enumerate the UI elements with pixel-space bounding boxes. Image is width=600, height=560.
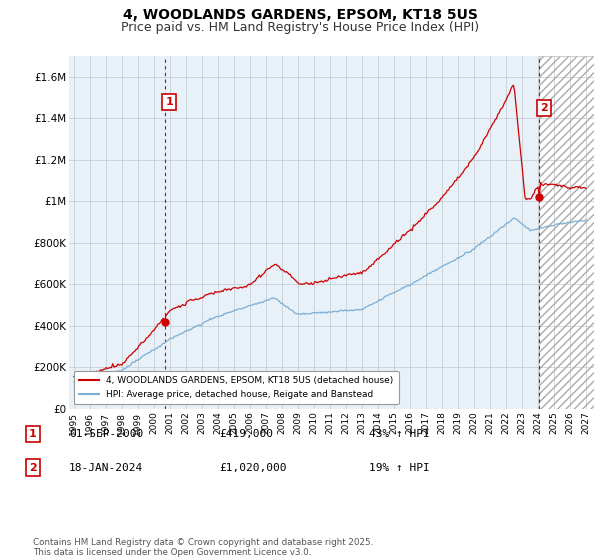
Text: 01-SEP-2000: 01-SEP-2000: [69, 429, 143, 439]
Text: 43% ↑ HPI: 43% ↑ HPI: [369, 429, 430, 439]
Text: Price paid vs. HM Land Registry's House Price Index (HPI): Price paid vs. HM Land Registry's House …: [121, 21, 479, 34]
Text: 2: 2: [540, 103, 547, 113]
Text: 19% ↑ HPI: 19% ↑ HPI: [369, 463, 430, 473]
Text: 4, WOODLANDS GARDENS, EPSOM, KT18 5US: 4, WOODLANDS GARDENS, EPSOM, KT18 5US: [122, 8, 478, 22]
Text: 1: 1: [166, 97, 173, 106]
Text: 18-JAN-2024: 18-JAN-2024: [69, 463, 143, 473]
Text: Contains HM Land Registry data © Crown copyright and database right 2025.
This d: Contains HM Land Registry data © Crown c…: [33, 538, 373, 557]
Text: £1,020,000: £1,020,000: [219, 463, 287, 473]
Text: 2: 2: [29, 463, 37, 473]
Text: £419,000: £419,000: [219, 429, 273, 439]
Text: 1: 1: [29, 429, 37, 439]
Legend: 4, WOODLANDS GARDENS, EPSOM, KT18 5US (detached house), HPI: Average price, deta: 4, WOODLANDS GARDENS, EPSOM, KT18 5US (d…: [74, 371, 398, 404]
